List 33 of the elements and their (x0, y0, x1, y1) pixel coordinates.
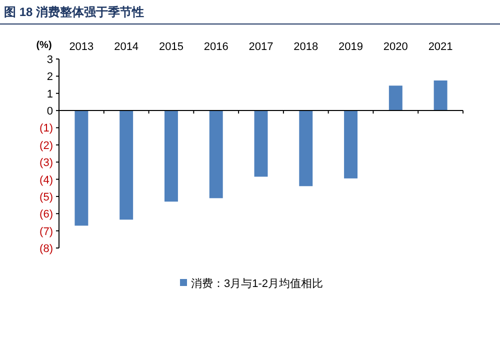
x-tick-label: 2016 (204, 41, 228, 53)
y-tick-label: (7) (40, 226, 53, 238)
y-tick-label: 3 (46, 54, 53, 66)
legend-label: 消费：3月与1-2月均值相比 (191, 277, 324, 290)
bar (299, 110, 313, 186)
y-tick-label: (2) (40, 140, 53, 152)
y-tick-label: (1) (40, 122, 53, 135)
y-tick-label: 2 (46, 71, 53, 84)
bar (74, 110, 88, 226)
x-tick-label: 2019 (338, 41, 364, 53)
bar (164, 110, 178, 202)
x-tick-label: 2015 (158, 41, 184, 53)
y-axis-title: (%) (36, 40, 52, 51)
y-tick-label: (6) (40, 208, 53, 221)
bar (344, 110, 358, 178)
x-tick-label: 2014 (114, 41, 139, 53)
bar (254, 110, 268, 177)
y-tick-label: (8) (40, 243, 53, 255)
chart-title: 图 18 消费整体强于季节性 (4, 5, 144, 19)
x-tick-label: 2021 (428, 41, 453, 53)
x-tick-label: 2020 (383, 41, 408, 53)
x-tick-label: 2018 (294, 41, 318, 53)
y-tick-label: 1 (46, 88, 53, 100)
bar (434, 80, 448, 111)
y-tick-label: (3) (40, 157, 53, 170)
x-tick-label: 2013 (69, 41, 94, 53)
bar (120, 110, 134, 220)
bar (388, 86, 402, 111)
y-tick-label: (4) (40, 174, 53, 186)
y-tick-label: 0 (46, 106, 53, 118)
bar (209, 110, 223, 198)
x-tick-label: 2017 (248, 41, 274, 53)
y-tick-label: (5) (40, 191, 53, 204)
